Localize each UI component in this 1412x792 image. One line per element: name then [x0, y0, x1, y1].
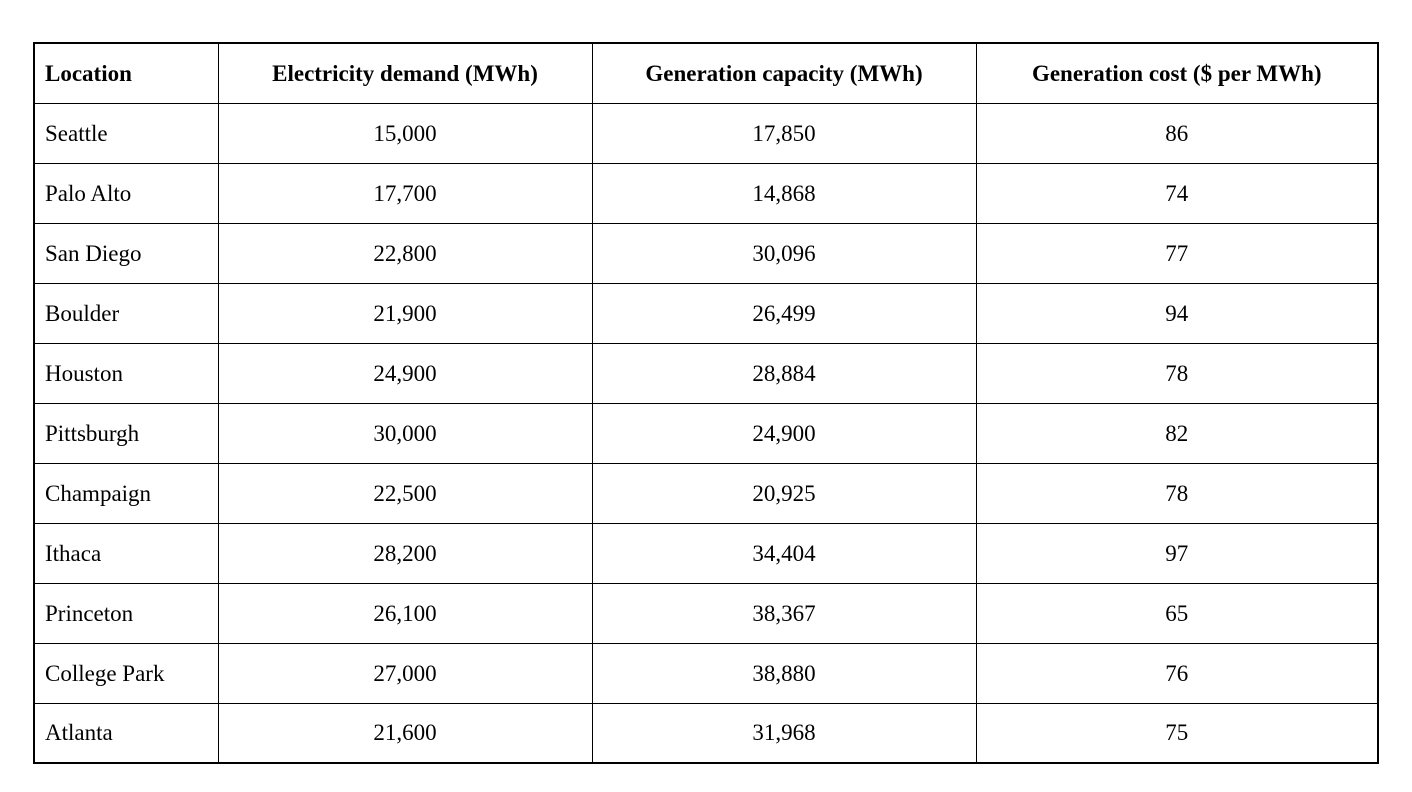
cell-capacity: 31,968 — [591, 702, 977, 764]
cell-capacity: 24,900 — [591, 402, 977, 464]
cell-cost: 74 — [975, 162, 1379, 224]
cell-demand: 22,800 — [217, 222, 593, 284]
table-row: Houston 24,900 28,884 78 — [33, 342, 1379, 404]
cell-cost: 78 — [975, 462, 1379, 524]
column-header-cost: Generation cost ($ per MWh) — [975, 42, 1379, 104]
table-row: Ithaca 28,200 34,404 97 — [33, 522, 1379, 584]
table-row: Champaign 22,500 20,925 78 — [33, 462, 1379, 524]
cell-cost: 76 — [975, 642, 1379, 704]
table-row: Pittsburgh 30,000 24,900 82 — [33, 402, 1379, 464]
cell-cost: 86 — [975, 102, 1379, 164]
table-row: Boulder 21,900 26,499 94 — [33, 282, 1379, 344]
cell-demand: 24,900 — [217, 342, 593, 404]
cell-capacity: 26,499 — [591, 282, 977, 344]
cell-cost: 97 — [975, 522, 1379, 584]
cell-location: Palo Alto — [33, 162, 219, 224]
cell-capacity: 34,404 — [591, 522, 977, 584]
cell-demand: 28,200 — [217, 522, 593, 584]
cell-capacity: 28,884 — [591, 342, 977, 404]
cell-demand: 15,000 — [217, 102, 593, 164]
cell-capacity: 20,925 — [591, 462, 977, 524]
electricity-data-table: Location Electricity demand (MWh) Genera… — [33, 42, 1379, 764]
cell-demand: 30,000 — [217, 402, 593, 464]
cell-location: Champaign — [33, 462, 219, 524]
cell-location: Ithaca — [33, 522, 219, 584]
cell-cost: 65 — [975, 582, 1379, 644]
cell-demand: 21,600 — [217, 702, 593, 764]
cell-capacity: 14,868 — [591, 162, 977, 224]
cell-location: Princeton — [33, 582, 219, 644]
cell-cost: 94 — [975, 282, 1379, 344]
table-header: Location Electricity demand (MWh) Genera… — [33, 42, 1379, 104]
cell-location: Pittsburgh — [33, 402, 219, 464]
cell-location: Boulder — [33, 282, 219, 344]
column-header-demand: Electricity demand (MWh) — [217, 42, 593, 104]
column-header-location: Location — [33, 42, 219, 104]
cell-demand: 17,700 — [217, 162, 593, 224]
table-row: Palo Alto 17,700 14,868 74 — [33, 162, 1379, 224]
cell-demand: 26,100 — [217, 582, 593, 644]
cell-cost: 78 — [975, 342, 1379, 404]
cell-demand: 27,000 — [217, 642, 593, 704]
cell-demand: 21,900 — [217, 282, 593, 344]
table-header-row: Location Electricity demand (MWh) Genera… — [33, 42, 1379, 104]
cell-location: Atlanta — [33, 702, 219, 764]
cell-demand: 22,500 — [217, 462, 593, 524]
cell-cost: 82 — [975, 402, 1379, 464]
table-row: San Diego 22,800 30,096 77 — [33, 222, 1379, 284]
cell-capacity: 17,850 — [591, 102, 977, 164]
table-body: Seattle 15,000 17,850 86 Palo Alto 17,70… — [33, 102, 1379, 764]
cell-cost: 75 — [975, 702, 1379, 764]
cell-capacity: 30,096 — [591, 222, 977, 284]
table-row: College Park 27,000 38,880 76 — [33, 642, 1379, 704]
cell-capacity: 38,880 — [591, 642, 977, 704]
cell-location: College Park — [33, 642, 219, 704]
cell-cost: 77 — [975, 222, 1379, 284]
cell-capacity: 38,367 — [591, 582, 977, 644]
cell-location: Houston — [33, 342, 219, 404]
cell-location: Seattle — [33, 102, 219, 164]
column-header-capacity: Generation capacity (MWh) — [591, 42, 977, 104]
table-row: Atlanta 21,600 31,968 75 — [33, 702, 1379, 764]
table-row: Seattle 15,000 17,850 86 — [33, 102, 1379, 164]
cell-location: San Diego — [33, 222, 219, 284]
table-row: Princeton 26,100 38,367 65 — [33, 582, 1379, 644]
